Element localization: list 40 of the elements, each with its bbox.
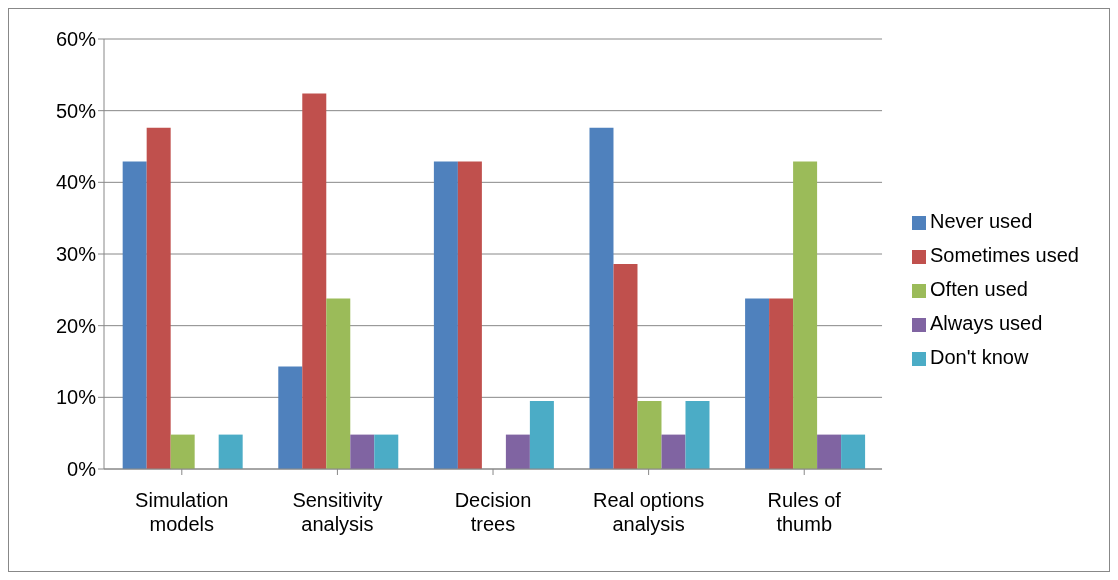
bar xyxy=(374,434,399,469)
y-tick-label: 10% xyxy=(55,386,97,409)
bar xyxy=(589,127,614,469)
legend-label: Always used xyxy=(930,312,1043,334)
bar xyxy=(326,298,351,469)
legend-label: Never used xyxy=(930,210,1033,232)
bar xyxy=(613,264,638,469)
bar xyxy=(817,434,842,469)
y-tick-label: 50% xyxy=(55,99,97,122)
y-tick-label: 20% xyxy=(55,314,97,337)
x-tick-label: Decision trees xyxy=(454,489,532,535)
bar xyxy=(769,298,794,469)
bar xyxy=(302,93,327,469)
bar xyxy=(529,400,554,469)
bar xyxy=(745,298,770,469)
bar xyxy=(505,434,530,469)
bar xyxy=(433,161,458,469)
y-tick-label: 60% xyxy=(55,28,97,51)
legend-label: Often used xyxy=(930,278,1028,300)
x-tick-label: Real options analysis xyxy=(593,489,705,535)
bar xyxy=(122,161,147,469)
y-tick-label: 30% xyxy=(55,243,97,266)
bar xyxy=(661,434,686,469)
x-tick-label: Rules of thumb xyxy=(767,489,842,535)
bar xyxy=(350,434,375,469)
x-tick-label: Simulation models xyxy=(135,489,229,535)
legend-label: Sometimes used xyxy=(930,244,1079,266)
bar xyxy=(278,366,303,469)
bar xyxy=(793,161,818,469)
bar xyxy=(685,400,710,469)
bar xyxy=(170,434,195,469)
legend-label: Don't know xyxy=(930,346,1029,368)
bar xyxy=(146,127,171,469)
y-tick-label: 0% xyxy=(67,458,97,481)
bar xyxy=(218,434,243,469)
bar xyxy=(841,434,866,469)
bar xyxy=(457,161,482,469)
y-tick-label: 40% xyxy=(55,171,97,194)
bar xyxy=(637,400,662,469)
x-tick-label: Sensitivity analysis xyxy=(292,489,383,535)
